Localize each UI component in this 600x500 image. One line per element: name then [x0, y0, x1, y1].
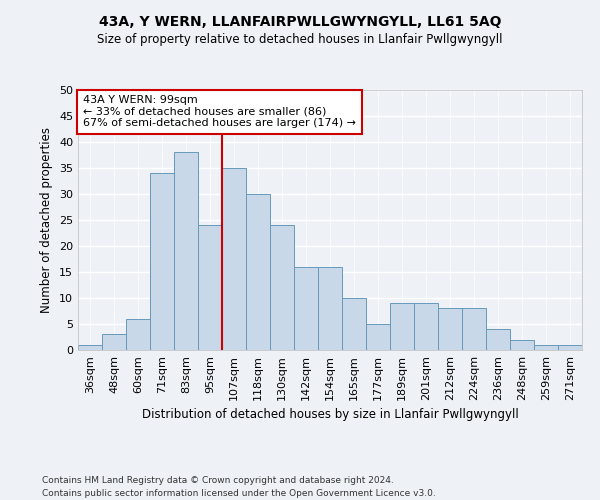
X-axis label: Distribution of detached houses by size in Llanfair Pwllgwyngyll: Distribution of detached houses by size …: [142, 408, 518, 422]
Bar: [126, 319, 150, 350]
Bar: [102, 334, 126, 350]
Bar: [246, 194, 270, 350]
Bar: [438, 308, 462, 350]
Bar: [510, 340, 534, 350]
Bar: [78, 345, 102, 350]
Text: Size of property relative to detached houses in Llanfair Pwllgwyngyll: Size of property relative to detached ho…: [97, 32, 503, 46]
Bar: [414, 303, 438, 350]
Bar: [366, 324, 390, 350]
Bar: [342, 298, 366, 350]
Bar: [222, 168, 246, 350]
Bar: [462, 308, 486, 350]
Bar: [198, 225, 222, 350]
Bar: [150, 173, 174, 350]
Bar: [558, 345, 582, 350]
Y-axis label: Number of detached properties: Number of detached properties: [40, 127, 53, 313]
Text: Contains HM Land Registry data © Crown copyright and database right 2024.: Contains HM Land Registry data © Crown c…: [42, 476, 394, 485]
Text: Contains public sector information licensed under the Open Government Licence v3: Contains public sector information licen…: [42, 489, 436, 498]
Text: 43A, Y WERN, LLANFAIRPWLLGWYNGYLL, LL61 5AQ: 43A, Y WERN, LLANFAIRPWLLGWYNGYLL, LL61 …: [99, 15, 501, 29]
Bar: [174, 152, 198, 350]
Bar: [390, 303, 414, 350]
Bar: [486, 329, 510, 350]
Bar: [270, 225, 294, 350]
Text: 43A Y WERN: 99sqm
← 33% of detached houses are smaller (86)
67% of semi-detached: 43A Y WERN: 99sqm ← 33% of detached hous…: [83, 95, 356, 128]
Bar: [318, 267, 342, 350]
Bar: [534, 345, 558, 350]
Bar: [294, 267, 318, 350]
